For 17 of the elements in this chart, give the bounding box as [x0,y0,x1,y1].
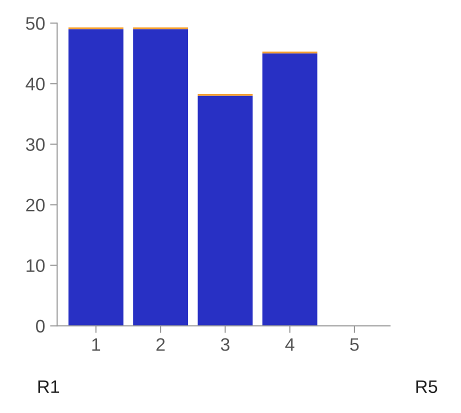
text: R5 [416,380,438,394]
x-tick-label: 4 [285,338,294,351]
x-tick-label: 5 [350,338,359,351]
bar [198,96,253,326]
x-tick-label: 3 [220,338,230,351]
bar [133,29,188,326]
x-tick-label: 2 [156,338,165,351]
bar [68,29,124,326]
y-tick-label: 30 [26,138,45,151]
y-tick-label: 50 [26,17,45,30]
y-tick-label: 20 [26,198,45,212]
bar [262,53,318,326]
y-tick-label: 10 [26,259,45,272]
y-tick-label: 40 [26,78,45,90]
x-tick-label: 1 [92,338,100,351]
text: R1 [38,380,60,393]
y-tick-label: 0 [36,320,45,333]
